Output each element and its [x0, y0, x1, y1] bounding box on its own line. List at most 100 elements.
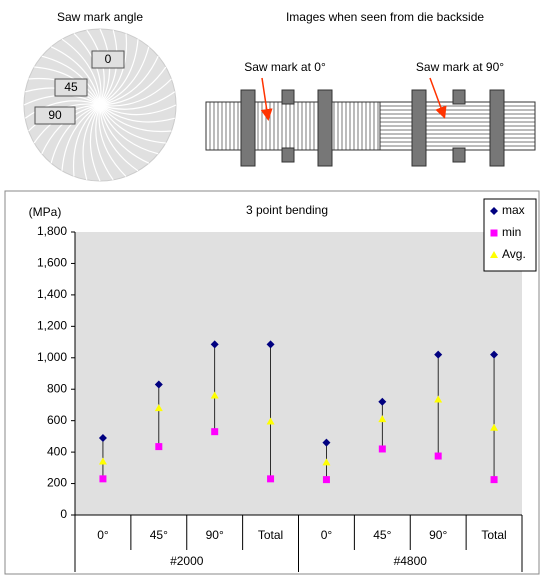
plot-area — [75, 232, 522, 515]
image-label: Saw mark at 0° — [244, 60, 326, 74]
chart: 3 point bending (MPa) 0 200 400 600 800 1,000… — [29, 198, 537, 572]
y-axis-label: (MPa) — [29, 205, 62, 219]
point — [266, 340, 275, 349]
saw-mark — [99, 104, 177, 116]
pillar — [281, 147, 295, 163]
image-label: Saw mark at 90° — [416, 60, 504, 74]
point — [378, 415, 387, 423]
point — [99, 475, 107, 483]
y-tick-label: 1,600 — [37, 256, 67, 270]
saw-mark — [99, 104, 150, 164]
group-label: #4800 — [394, 554, 428, 568]
saw-mark — [50, 46, 101, 106]
point — [434, 350, 443, 359]
x-tick-label: Total — [258, 528, 283, 542]
legend-label: min — [502, 225, 521, 239]
y-tick-label: 1,200 — [37, 319, 67, 333]
point — [98, 433, 107, 442]
point — [322, 458, 331, 466]
legend-label: max — [502, 203, 525, 217]
pillar — [281, 89, 295, 105]
x-tick-label: 90° — [429, 528, 447, 542]
left-title: Saw mark angle — [57, 10, 143, 24]
angle-label: 0 — [105, 52, 112, 66]
x-tick-label: Total — [481, 528, 506, 542]
saw-mark — [82, 104, 101, 181]
saw-mark — [99, 104, 172, 133]
saw-mark — [50, 104, 101, 164]
y-tick-label: 400 — [47, 444, 67, 458]
saw-mark — [72, 104, 101, 177]
point — [154, 380, 163, 389]
point — [154, 404, 163, 412]
right-title: Images when seen from die backside — [286, 10, 484, 24]
y-tick-label: 1,800 — [37, 224, 67, 238]
group-label: #2000 — [170, 554, 204, 568]
saw-mark — [99, 55, 159, 106]
point — [322, 438, 331, 447]
point — [322, 476, 330, 484]
pillar — [411, 89, 427, 167]
pillar — [489, 89, 505, 167]
pillar — [240, 89, 256, 167]
y-tick-label: 600 — [47, 413, 67, 427]
pillar — [452, 147, 466, 163]
point — [155, 443, 163, 451]
saw-mark — [99, 104, 139, 172]
x-tick-label: 90° — [206, 528, 224, 542]
saw-mark — [98, 104, 127, 177]
pillar — [452, 89, 466, 105]
saw-mark — [99, 78, 172, 107]
legend-marker — [490, 229, 498, 237]
y-tick-label: 200 — [47, 476, 67, 490]
saw-mark — [99, 104, 159, 155]
point — [267, 475, 275, 483]
angle-label: 90 — [48, 108, 62, 122]
saw-mark — [99, 104, 166, 144]
chart-title: 3 point bending — [246, 203, 328, 217]
legend-marker — [490, 207, 498, 215]
x-tick-label: 45° — [373, 528, 391, 542]
saw-mark — [34, 66, 101, 106]
legend-marker — [490, 251, 498, 258]
angle-box — [54, 78, 88, 97]
point — [210, 340, 219, 349]
point — [490, 350, 499, 359]
saw-mark — [99, 39, 139, 106]
saw-mark — [41, 55, 101, 106]
point — [211, 428, 219, 436]
saw-mark — [99, 66, 167, 106]
saw-mark — [95, 104, 114, 181]
x-tick-label: 0° — [97, 528, 109, 542]
die-image — [379, 101, 536, 151]
saw-mark — [99, 91, 176, 110]
saw-mark — [61, 38, 101, 106]
saw-mark — [24, 100, 101, 119]
arrow — [429, 77, 447, 119]
y-tick-label: 0 — [60, 507, 67, 521]
die-image — [205, 101, 383, 151]
saw-mark — [99, 29, 118, 106]
point — [98, 457, 107, 465]
angle-box — [91, 50, 125, 69]
saw-mark — [99, 104, 176, 123]
x-tick-label: 0° — [321, 528, 333, 542]
y-tick-label: 800 — [47, 381, 67, 395]
angle-label: 45 — [64, 80, 78, 94]
point — [434, 452, 442, 460]
saw-mark — [99, 33, 128, 106]
legend-label: Avg. — [502, 247, 526, 261]
arrow — [260, 77, 273, 121]
point — [490, 423, 499, 431]
point — [434, 395, 443, 403]
saw-mark — [99, 46, 150, 106]
y-tick-label: 1,000 — [37, 350, 67, 364]
point — [378, 397, 387, 406]
point — [210, 391, 219, 399]
y-tick-label: 1,400 — [37, 287, 67, 301]
saw-mark — [61, 104, 101, 171]
angle-box — [34, 106, 76, 125]
point — [490, 476, 498, 484]
point — [378, 445, 386, 453]
